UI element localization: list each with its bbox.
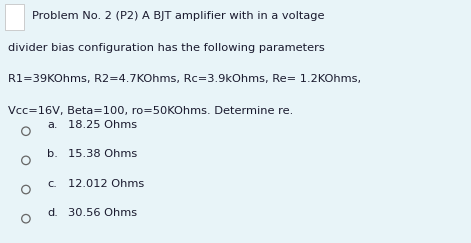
Text: divider bias configuration has the following parameters: divider bias configuration has the follo… — [8, 43, 325, 52]
Text: c.: c. — [47, 179, 57, 189]
Text: 30.56 Ohms: 30.56 Ohms — [68, 208, 138, 218]
Text: 18.25 Ohms: 18.25 Ohms — [68, 120, 138, 130]
FancyBboxPatch shape — [5, 4, 24, 30]
Text: 12.012 Ohms: 12.012 Ohms — [68, 179, 145, 189]
Text: Problem No. 2 (P2) A BJT amplifier with in a voltage: Problem No. 2 (P2) A BJT amplifier with … — [32, 11, 325, 21]
Text: a.: a. — [47, 120, 57, 130]
Text: d.: d. — [47, 208, 58, 218]
Text: R1=39KOhms, R2=4.7KOhms, Rc=3.9kOhms, Re= 1.2KOhms,: R1=39KOhms, R2=4.7KOhms, Rc=3.9kOhms, Re… — [8, 74, 362, 84]
Text: Vcc=16V, Beta=100, ro=50KOhms. Determine re.: Vcc=16V, Beta=100, ro=50KOhms. Determine… — [8, 106, 294, 116]
Text: 15.38 Ohms: 15.38 Ohms — [68, 149, 138, 159]
Text: b.: b. — [47, 149, 58, 159]
